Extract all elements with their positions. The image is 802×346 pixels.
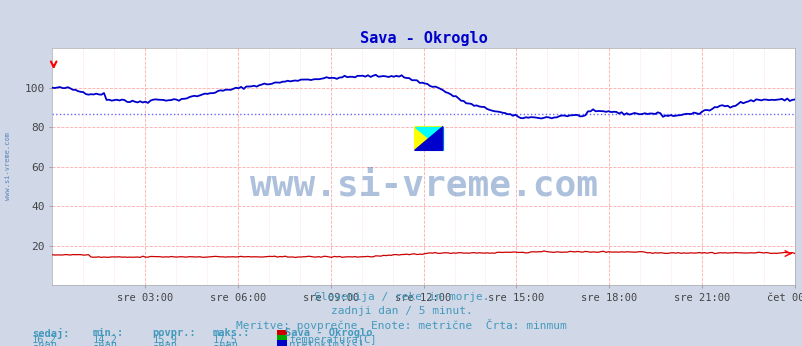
Text: www.si-vreme.com: www.si-vreme.com [249,169,597,203]
Title: Sava - Okroglo: Sava - Okroglo [359,31,487,46]
Text: 16,2: 16,2 [32,335,57,345]
Text: min.:: min.: [92,328,124,338]
Polygon shape [414,127,443,151]
Text: sedaj:: sedaj: [32,328,70,339]
Text: 14,2: 14,2 [92,335,117,345]
Text: www.si-vreme.com: www.si-vreme.com [5,132,11,200]
Text: 17,5: 17,5 [213,335,237,345]
Text: povpr.:: povpr.: [152,328,196,338]
Text: Meritve: povprečne  Enote: metrične  Črta: minmum: Meritve: povprečne Enote: metrične Črta:… [236,319,566,331]
Text: Slovenija / reke in morje.: Slovenija / reke in morje. [314,292,488,302]
Text: Sava - Okroglo: Sava - Okroglo [285,328,372,338]
Text: 86: 86 [92,345,105,346]
Text: -nan: -nan [92,340,117,346]
Text: 105: 105 [213,345,231,346]
Text: -nan: -nan [32,340,57,346]
Text: temperatura[C]: temperatura[C] [289,335,376,345]
Text: maks.:: maks.: [213,328,250,338]
Text: 94: 94 [32,345,45,346]
Text: 96: 96 [152,345,165,346]
Text: -nan: -nan [213,340,237,346]
Text: višina[cm]: višina[cm] [289,345,351,346]
Text: 15,9: 15,9 [152,335,177,345]
Text: -nan: -nan [152,340,177,346]
Text: zadnji dan / 5 minut.: zadnji dan / 5 minut. [330,306,472,316]
Polygon shape [414,127,443,151]
Polygon shape [414,127,443,151]
Text: pretok[m3/s]: pretok[m3/s] [289,340,363,346]
